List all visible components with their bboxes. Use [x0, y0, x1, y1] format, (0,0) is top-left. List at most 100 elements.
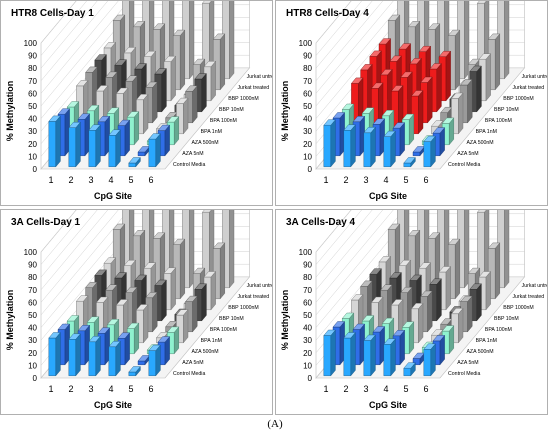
series-label: Jurkat untreated	[522, 283, 547, 289]
gridline	[315, 1, 373, 69]
y-tick-label: 20	[28, 140, 37, 149]
y-tick-label: 70	[28, 286, 37, 295]
gridline	[40, 210, 109, 290]
x-tick-label: 3	[363, 384, 368, 394]
bar	[108, 340, 121, 377]
series-label: BBP 10nM	[219, 107, 244, 113]
bar	[68, 121, 81, 168]
series-label: AZA 5nM	[182, 360, 203, 366]
x-tick-label: 4	[383, 384, 388, 394]
series-label: BPA 1nM	[476, 129, 497, 135]
x-tick-label: 2	[343, 175, 348, 185]
y-tick-label: 0	[308, 165, 313, 174]
series-label: Jurkat untreated	[247, 74, 272, 80]
series-label: BBP 1000nM	[228, 305, 258, 311]
bar	[423, 343, 436, 377]
x-tick-label: 4	[383, 175, 388, 185]
bar	[403, 156, 416, 168]
y-tick-label: 70	[303, 77, 312, 86]
bar	[323, 119, 336, 168]
gridline	[40, 1, 77, 44]
series-label: Jurkat untreated	[247, 283, 272, 289]
y-tick-label: 20	[28, 349, 37, 358]
bar	[48, 331, 61, 377]
3a-cells-day-4-title: 3A Cells-Day 4	[286, 217, 356, 228]
gridline	[315, 210, 394, 303]
htr8-cells-day-1-title: HTR8 Cells-Day 1	[11, 8, 94, 19]
y-tick-label: 90	[303, 52, 312, 61]
gridline	[315, 1, 352, 44]
series-label: BPA 100nM	[485, 327, 512, 333]
gridline	[315, 210, 362, 265]
gridline	[315, 210, 373, 278]
x-tick-label: 4	[108, 384, 113, 394]
y-tick-label: 90	[28, 261, 37, 270]
y-tick-label: 60	[303, 89, 312, 98]
bar	[97, 327, 111, 366]
series-label: AZA 500nM	[191, 140, 218, 146]
series-label: BPA 100nM	[210, 327, 237, 333]
x-tick-label: 3	[88, 384, 93, 394]
x-tick-label: 5	[128, 384, 133, 394]
x-tick-label: 2	[68, 175, 73, 185]
bar	[137, 354, 151, 366]
bar	[135, 303, 149, 344]
series-label: Jurkat untreated	[522, 74, 547, 80]
y-tick-label: 0	[33, 374, 38, 383]
gridline	[315, 1, 394, 94]
series-label: BBP 1000nM	[503, 305, 533, 311]
series-label: AZA 500nM	[466, 349, 493, 355]
y-tick-label: 80	[28, 273, 37, 282]
y-tick-label: 50	[28, 311, 37, 320]
gridline	[40, 1, 109, 81]
bar	[148, 344, 161, 377]
bar	[88, 124, 101, 168]
series-label: Jurkat treated	[512, 294, 544, 300]
bar	[383, 130, 396, 168]
series-label: Control Media	[173, 162, 205, 168]
y-tick-label: 100	[24, 248, 38, 257]
x-tick-label: 5	[128, 175, 133, 185]
y-axis-label: % Methylation	[280, 290, 290, 351]
x-tick-label: 4	[108, 175, 113, 185]
y-tick-label: 40	[303, 324, 312, 333]
series-label: Control Media	[448, 162, 480, 168]
bar	[128, 156, 141, 168]
series-label: AZA 500nM	[466, 140, 493, 146]
gridline	[315, 1, 384, 81]
bar	[343, 331, 356, 377]
series-label: BBP 10nM	[494, 316, 519, 322]
gridline	[40, 1, 119, 94]
y-tick-label: 100	[299, 39, 313, 48]
y-axis-label: % Methylation	[280, 81, 290, 142]
x-tick-label: 6	[423, 384, 428, 394]
bar	[88, 335, 101, 377]
series-label: Control Media	[448, 371, 480, 377]
y-tick-label: 70	[28, 77, 37, 86]
x-tick-label: 3	[363, 175, 368, 185]
htr8-cells-day-4-title: HTR8 Cells-Day 4	[286, 8, 369, 19]
x-tick-label: 5	[403, 384, 408, 394]
y-tick-label: 10	[303, 152, 312, 161]
y-tick-label: 50	[303, 311, 312, 320]
series-label: BBP 1000nM	[228, 96, 258, 102]
bar	[383, 338, 396, 377]
y-tick-label: 10	[303, 361, 312, 370]
y-tick-label: 70	[303, 286, 312, 295]
y-tick-label: 90	[28, 52, 37, 61]
chart-3a-day1: 0 10 20 30 40 50 60 70 80 90 100 1 2 3 4 5 6 Control Medi…	[5, 210, 272, 410]
x-tick-label: 2	[343, 384, 348, 394]
series-label: AZA 500nM	[191, 349, 218, 355]
gridline	[40, 210, 119, 303]
gridline	[40, 1, 98, 69]
series-label: BPA 1nM	[476, 338, 497, 344]
y-tick-label: 40	[303, 115, 312, 124]
gridline	[40, 1, 87, 56]
y-tick-label: 30	[303, 127, 312, 136]
bar	[497, 1, 510, 80]
bar	[117, 332, 131, 366]
bar	[137, 145, 151, 157]
figure-label: (A)	[267, 418, 283, 430]
y-axis-label: % Methylation	[5, 81, 15, 142]
x-tick-label: 1	[323, 384, 328, 394]
